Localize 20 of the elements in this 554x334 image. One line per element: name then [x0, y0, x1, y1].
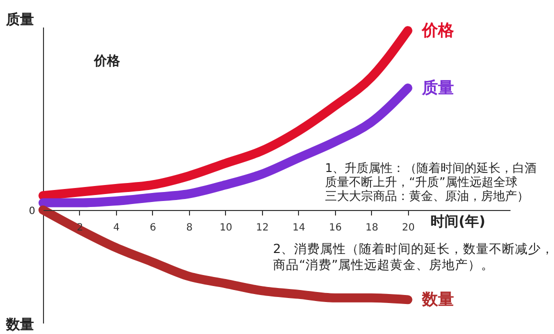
x-tick-label: 10: [220, 222, 232, 234]
x-tick-label: 4: [113, 222, 120, 234]
text: 数量: [5, 317, 34, 333]
y-axis-title: 质量: [5, 11, 34, 28]
annotation: 1、升质属性：（随着时间的延长，白酒质量不断上升，“升质”属性远超全球三大大宗商品：黄金、原油，房地产）: [325, 161, 537, 203]
x-tick-label: 6: [150, 222, 156, 234]
series-label: 质量: [420, 78, 454, 97]
x-tick-label: 2: [76, 222, 84, 234]
x-tick-label: 8: [186, 222, 193, 234]
annotation: 2、消费属性（随着时间的延长，数量不断减少，商品“消费”属性远超黄金、房地产）。: [273, 241, 554, 272]
series-label: 数量: [420, 290, 454, 309]
series-label: 价格: [420, 20, 455, 40]
x-axis-title: 时间(年): [430, 214, 486, 230]
x-tick-label: 12: [256, 222, 269, 234]
text: 0: [28, 206, 36, 217]
x-tick-label: 16: [329, 222, 342, 234]
x-tick-label: 14: [292, 222, 306, 234]
x-tick-label: 18: [365, 222, 378, 234]
annotation: 价格: [93, 54, 121, 69]
x-tick-label: 20: [402, 222, 415, 234]
